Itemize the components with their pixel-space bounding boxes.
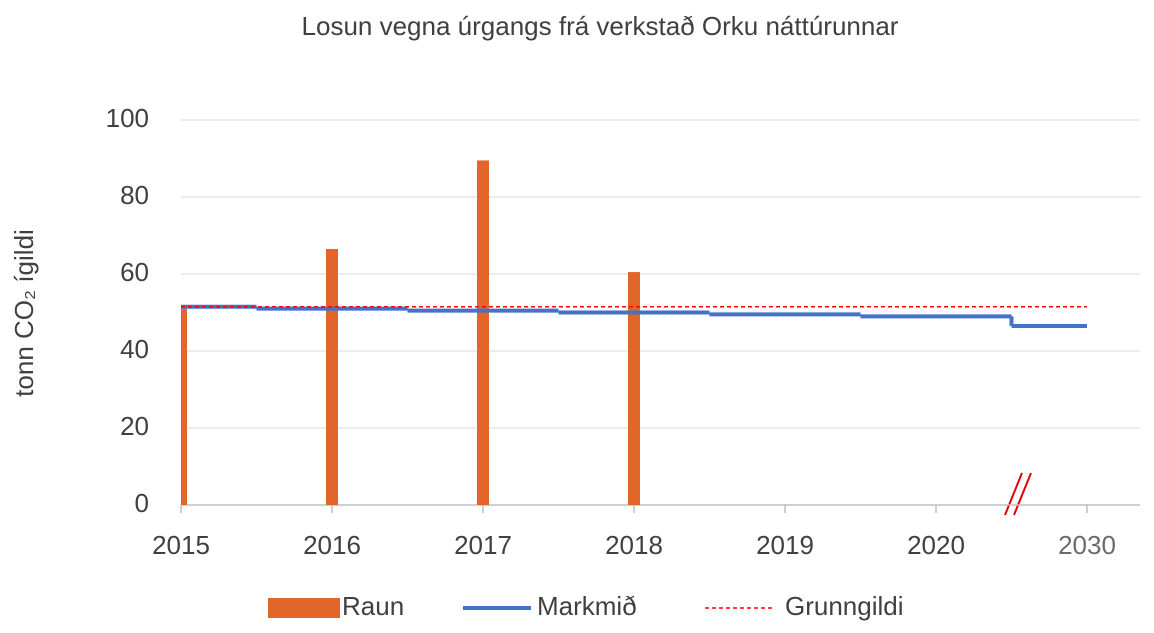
x-tick-label: 2015: [152, 530, 210, 560]
y-tick-label: 20: [120, 411, 149, 441]
y-tick-label: 80: [120, 180, 149, 210]
x-tick-label: 2016: [303, 530, 361, 560]
break-stroke: [1013, 472, 1032, 516]
y-tick-label: 0: [135, 488, 149, 518]
bar: [326, 248, 338, 505]
legend-label: Grunngildi: [785, 591, 904, 621]
bar: [477, 160, 489, 506]
y-tick-label: 100: [106, 103, 149, 133]
x-tick-label: 2018: [605, 530, 663, 560]
bar: [628, 272, 640, 505]
break-stroke: [1004, 472, 1023, 516]
chart-title: Losun vegna úrgangs frá verkstað Orku ná…: [302, 11, 899, 41]
x-tick-label: 2030: [1058, 530, 1116, 560]
legend-swatch: [268, 598, 340, 618]
y-tick-label: 40: [120, 334, 149, 364]
x-tick-label: 2019: [756, 530, 814, 560]
legend-label: Markmið: [537, 591, 637, 621]
y-tick-label: 60: [120, 257, 149, 287]
x-tick-label: 2020: [907, 530, 965, 560]
axis-break: [1004, 472, 1032, 516]
legend-label: Raun: [342, 591, 404, 621]
x-tick-label: 2017: [454, 530, 512, 560]
y-axis-label: tonn CO₂ ígildi: [9, 229, 39, 397]
bar: [181, 308, 187, 505]
